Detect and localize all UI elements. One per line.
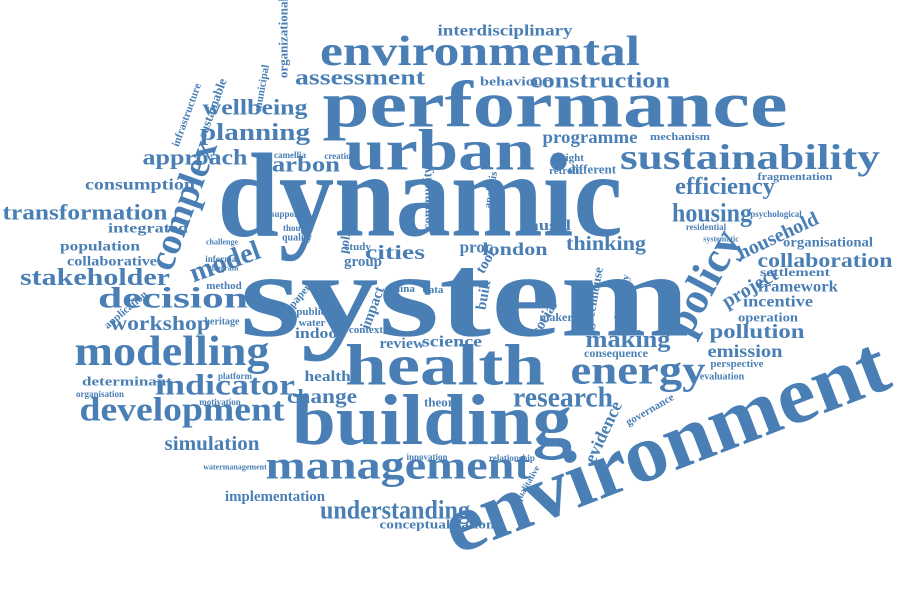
word: evaluation (700, 372, 745, 383)
word: organizational (276, 0, 291, 78)
word: wellbeing (203, 95, 308, 120)
word: building (292, 380, 572, 460)
word: operation (738, 310, 799, 325)
word: framework (758, 279, 838, 296)
word: built (474, 279, 495, 311)
word: healthy (305, 369, 361, 385)
word: change (287, 386, 357, 408)
word: maker (539, 310, 573, 324)
word: diagram (210, 264, 239, 273)
word: watermanagement (203, 463, 267, 472)
word: implementation (225, 489, 326, 505)
word: dynamic (218, 129, 623, 262)
word: understanding (320, 496, 470, 525)
word: conceptualization (380, 517, 496, 532)
word: programme (543, 127, 638, 147)
word: data (423, 284, 444, 296)
word: china (389, 283, 415, 295)
word: planning (200, 120, 310, 146)
word: transformation (3, 200, 168, 225)
word: integrated (108, 222, 188, 237)
word: making (586, 327, 671, 353)
word: london (483, 239, 548, 259)
word: perspective (710, 358, 763, 370)
word: settlement (760, 265, 830, 279)
word: housing (672, 199, 752, 228)
word: system (240, 229, 690, 362)
word: platform (218, 371, 252, 381)
word: carbon (260, 152, 340, 177)
word: theory (424, 395, 461, 410)
word: organisational (783, 236, 873, 251)
word: sustainability (620, 137, 880, 177)
word: water (299, 317, 326, 329)
word: systematic (703, 235, 739, 244)
word: collaborative (67, 255, 157, 270)
word: support (271, 209, 301, 219)
word: science (422, 334, 482, 351)
word: development (80, 392, 286, 429)
word: efficiency (675, 174, 775, 200)
word: population (60, 240, 140, 255)
word: proc (460, 238, 493, 257)
word: management (266, 443, 532, 488)
word: interdisciplinary (438, 23, 573, 40)
word: policies (335, 211, 357, 254)
word: environmental (320, 29, 640, 75)
word: indicator (155, 369, 295, 402)
word: health (345, 333, 545, 398)
word: urban (345, 118, 535, 183)
word: approach (143, 145, 248, 170)
word: community (420, 166, 435, 229)
word: workshop (110, 313, 210, 335)
word: thinking (566, 233, 646, 255)
word: study (345, 241, 371, 253)
word: psychological (750, 209, 802, 219)
word: indoor (295, 326, 345, 342)
word: causal (521, 218, 571, 234)
word: insight (552, 152, 584, 164)
word: retrofit (549, 165, 583, 177)
word: context (349, 324, 384, 336)
word: creation (324, 151, 355, 161)
word: challenge (206, 238, 238, 247)
word: thought (283, 223, 313, 233)
word: pollution (710, 321, 805, 343)
word: motivation (199, 397, 241, 407)
word: innovation (406, 452, 447, 462)
word: mechanism (650, 131, 710, 143)
word: different (568, 162, 617, 177)
word: research (513, 383, 613, 414)
word: cities (365, 242, 425, 264)
word: method (206, 280, 241, 292)
word: stakeholder (20, 265, 170, 291)
word: incentive (743, 294, 813, 311)
word: residential (686, 222, 727, 232)
word: organisation (76, 389, 124, 399)
word: heritage (205, 317, 241, 328)
word: consumption (85, 177, 195, 194)
word: decision (98, 282, 248, 315)
word: review (380, 336, 425, 352)
word: assessment (295, 65, 426, 90)
word: camellia (274, 150, 306, 160)
word: group (344, 254, 382, 270)
word: public (296, 306, 325, 318)
word: construction (530, 68, 670, 93)
word: determinant (82, 374, 173, 389)
word: performance (323, 69, 788, 142)
word: modelling (75, 329, 270, 375)
word: emission (708, 341, 783, 361)
word: simulation (165, 433, 260, 455)
word: collaboration (758, 250, 893, 272)
word: consequence (584, 346, 649, 360)
word: fragmentation (758, 171, 833, 183)
word: energy (571, 348, 706, 393)
word: quality (282, 233, 312, 244)
word: relationship (489, 453, 535, 463)
word: behaviour (480, 74, 550, 89)
word: informal (205, 254, 239, 264)
